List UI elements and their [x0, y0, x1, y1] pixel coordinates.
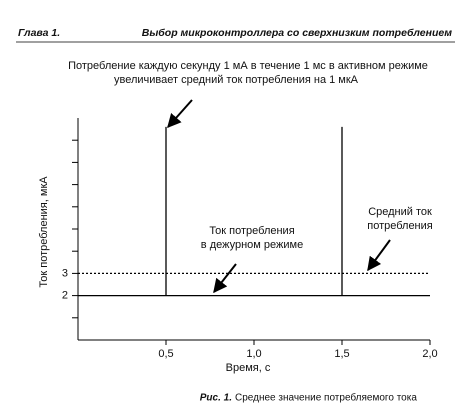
x-axis-label: Время, с	[226, 362, 271, 374]
arrow	[367, 239, 391, 272]
y-tick-label: 3	[62, 267, 68, 279]
caption-text: Среднее значение потребляемого тока	[235, 392, 417, 404]
x-tick-label: 2,0	[422, 348, 437, 360]
annotation: увеличивает средний ток потребления на 1…	[114, 74, 359, 86]
series-line	[78, 126, 430, 297]
x-tick-label: 1,5	[334, 348, 349, 360]
annotation: Средний ток	[368, 206, 432, 218]
y-axis-label: Ток потребления, мкА	[38, 176, 50, 288]
x-tick-label: 1,0	[246, 348, 261, 360]
arrow	[213, 263, 237, 294]
annotation: потребления	[367, 220, 433, 232]
header-title: Выбор микроконтроллера со сверхнизким по…	[142, 27, 452, 39]
annotation: в дежурном режиме	[201, 239, 303, 251]
caption-label: Рис. 1.	[200, 393, 232, 404]
arrow	[167, 99, 193, 129]
annotation: Потребление каждую секунду 1 мА в течени…	[68, 60, 428, 72]
annotation: Ток потребления	[209, 225, 294, 237]
x-tick-label: 0,5	[158, 348, 173, 360]
y-tick-label: 2	[62, 290, 68, 302]
chapter: Глава 1.	[18, 27, 60, 39]
